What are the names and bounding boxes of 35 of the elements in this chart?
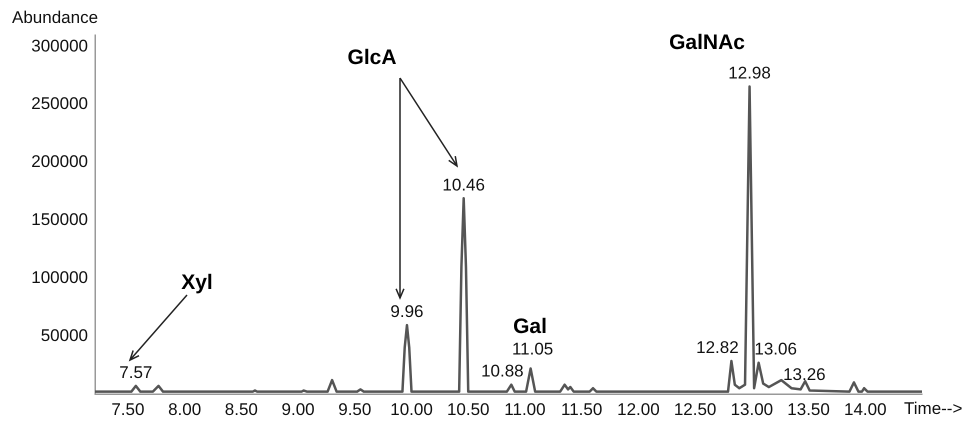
y-tick-label: 250000 <box>31 94 88 114</box>
y-tick-label: 100000 <box>31 268 88 287</box>
x-tick-label: 9.50 <box>338 400 372 419</box>
x-tick-label: 13.50 <box>787 400 830 419</box>
x-tick-label: 7.50 <box>111 400 144 419</box>
y-tick-label: 50000 <box>40 326 88 345</box>
annotation: 12.82 <box>696 338 739 357</box>
x-tick-label: 11.50 <box>561 400 602 419</box>
y-tick-label: 200000 <box>31 152 88 172</box>
x-tick-label: 11.00 <box>504 400 546 419</box>
annotation: 12.98 <box>728 64 771 83</box>
annotation: 9.96 <box>390 302 424 322</box>
x-tick-label: 9.00 <box>282 400 315 419</box>
x-tick-label: 8.00 <box>168 400 202 419</box>
y-axis-title: Abundance <box>12 8 98 27</box>
x-axis-title: Time--> <box>904 399 962 418</box>
annotation: 7.57 <box>119 362 152 382</box>
annotation: GalNAc <box>669 30 746 54</box>
annotation: 10.46 <box>442 175 485 194</box>
annotation: 10.88 <box>481 362 524 381</box>
annotation: Gal <box>513 314 547 338</box>
x-tick-label: 12.00 <box>617 400 660 419</box>
x-tick-label: 10.00 <box>390 400 433 419</box>
x-tick-label: 14.00 <box>844 400 887 419</box>
y-tick-label: 150000 <box>31 210 88 229</box>
annotation: GlcA <box>347 46 397 69</box>
y-tick-label: 300000 <box>31 36 88 56</box>
x-tick-label: 13.00 <box>730 400 774 419</box>
annotation: 13.26 <box>783 365 826 384</box>
x-tick-label: 12.50 <box>674 400 716 419</box>
annotation: 13.06 <box>754 340 797 359</box>
x-tick-label: 10.50 <box>446 400 490 419</box>
annotation: 11.05 <box>512 340 554 359</box>
x-tick-label: 8.50 <box>224 400 258 419</box>
annotation: Xyl <box>181 270 213 294</box>
